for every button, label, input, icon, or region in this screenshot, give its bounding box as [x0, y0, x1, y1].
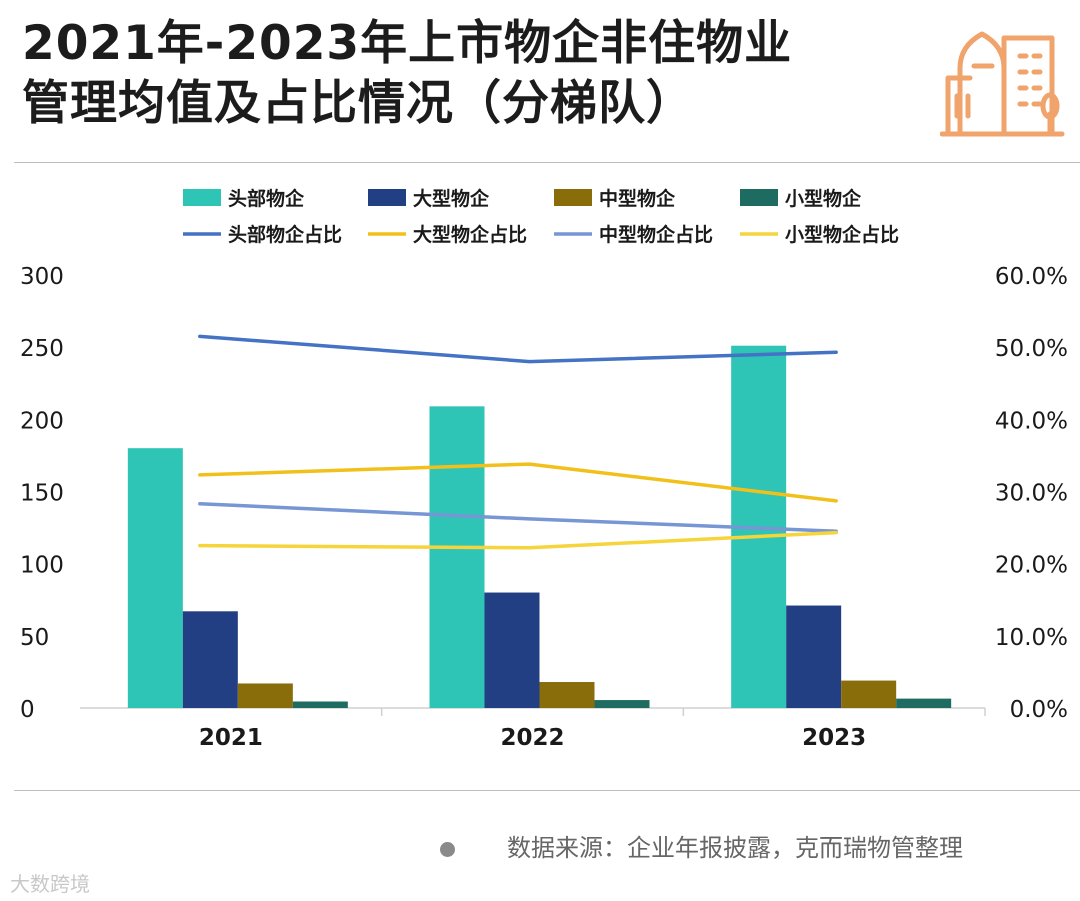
x-tick-label: 2022	[500, 725, 564, 751]
bar	[237, 683, 293, 708]
legend-label: 中型物企占比	[599, 223, 713, 246]
y-right-tick-label: 40.0%	[995, 408, 1068, 434]
bars	[127, 345, 952, 708]
y-left-tick-label: 50	[20, 625, 49, 651]
bar	[484, 592, 540, 708]
bottom-divider	[14, 790, 1080, 791]
lines	[198, 334, 838, 550]
legend-swatch	[554, 189, 592, 206]
bar	[182, 611, 238, 708]
y-right-tick-label: 20.0%	[995, 553, 1068, 579]
legend-swatch	[183, 189, 221, 206]
y-left-tick-label: 0	[20, 697, 35, 723]
bar	[594, 700, 650, 708]
y-left-tick-label: 300	[20, 264, 64, 290]
chart-title: 2021年-2023年上市物企非住物业 管理均值及占比情况（分梯队）	[22, 14, 942, 134]
top-divider	[14, 162, 1080, 163]
legend-label: 中型物企	[599, 187, 676, 210]
bar	[292, 701, 348, 708]
legend-label: 大型物企占比	[413, 223, 527, 246]
legend-swatch	[368, 189, 406, 206]
brand-watermark: 大数跨境	[10, 872, 90, 896]
y-left-tick-label: 150	[20, 481, 64, 507]
building-icon	[940, 31, 1065, 137]
x-tick-label: 2023	[802, 725, 866, 751]
bar	[841, 680, 897, 708]
legend-label: 头部物企占比	[228, 223, 342, 246]
y-right-tick-label: 10.0%	[995, 625, 1068, 651]
bar	[429, 406, 485, 708]
y-right-tick-label: 0.0%	[1010, 697, 1068, 723]
legend-label: 大型物企	[413, 187, 490, 210]
series-line	[198, 530, 838, 550]
x-tick-label: 2021	[199, 725, 263, 751]
y-right-tick-label: 50.0%	[995, 336, 1068, 362]
legend-label: 小型物企占比	[785, 223, 899, 246]
series-line	[198, 334, 838, 364]
y-right-tick-label: 60.0%	[995, 264, 1068, 290]
bar	[786, 605, 842, 708]
y-left-tick-label: 100	[20, 553, 64, 579]
source-note: 数据来源：企业年报披露，克而瑞物管整理	[440, 828, 963, 863]
bar	[896, 698, 952, 708]
bar	[539, 682, 595, 708]
series-line	[198, 502, 838, 533]
title-line-2: 管理均值及占比情况（分梯队）	[22, 76, 694, 131]
series-line	[198, 462, 838, 503]
y-left-tick-label: 250	[20, 336, 64, 362]
y-right-tick-label: 30.0%	[995, 481, 1068, 507]
legend-label: 头部物企	[228, 187, 305, 210]
legend-label: 小型物企	[785, 187, 862, 210]
bar	[127, 448, 183, 708]
legend-swatch	[740, 189, 778, 206]
axes: 0 50 100 150 200 250 300 0.0% 10.0% 20.0% 30.0% 40.…	[20, 264, 1068, 751]
y-left-tick-label: 200	[20, 408, 64, 434]
title-line-1: 2021年-2023年上市物企非住物业	[22, 16, 793, 71]
bullet-icon	[440, 841, 455, 857]
source-text: 数据来源：企业年报披露，克而瑞物管整理	[507, 834, 963, 862]
